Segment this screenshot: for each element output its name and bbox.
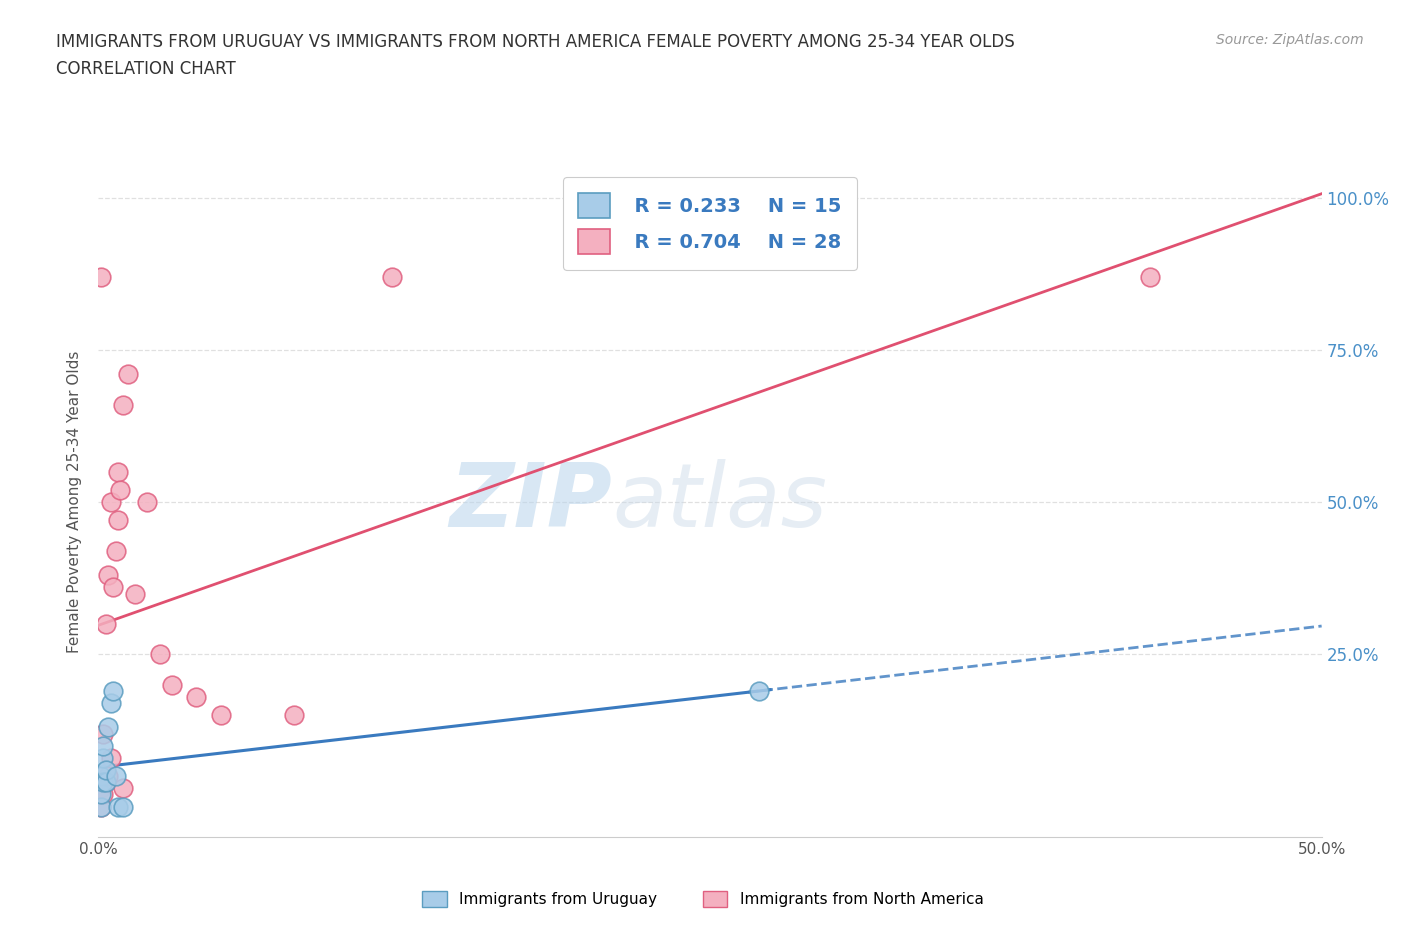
Point [107,513,129,528]
Text: Source: ZipAtlas.com: Source: ZipAtlas.com [1216,33,1364,46]
Legend:   R = 0.233    N = 15,   R = 0.704    N = 28: R = 0.233 N = 15, R = 0.704 N = 28 [562,177,858,270]
Point [90,787,112,802]
Point [111,799,134,814]
Point [117,367,139,382]
Point [91,751,114,765]
Point [90,781,112,796]
Point [149,647,172,662]
Point [94,763,117,777]
Point [107,799,129,814]
Text: CORRELATION CHART: CORRELATION CHART [56,60,236,78]
Point [91,738,114,753]
Point [91,787,114,802]
Point [91,775,114,790]
Point [111,397,134,412]
Point [100,696,122,711]
Point [1139,270,1161,285]
Point [91,726,114,741]
Point [104,769,127,784]
Point [90,799,112,814]
Point [90,270,112,285]
Point [283,708,305,723]
Point [90,799,112,814]
Point [111,781,134,796]
Point [97,720,120,735]
Point [107,464,129,479]
Point [110,483,132,498]
Text: atlas: atlas [612,459,827,545]
Point [94,617,117,631]
Point [90,769,112,784]
Point [160,677,183,692]
Point [124,586,146,601]
Point [97,568,120,583]
Y-axis label: Female Poverty Among 25-34 Year Olds: Female Poverty Among 25-34 Year Olds [67,351,83,654]
Legend: Immigrants from Uruguay, Immigrants from North America: Immigrants from Uruguay, Immigrants from… [416,884,990,913]
Point [209,708,232,723]
Point [100,495,122,510]
Point [104,543,127,558]
Text: IMMIGRANTS FROM URUGUAY VS IMMIGRANTS FROM NORTH AMERICA FEMALE POVERTY AMONG 25: IMMIGRANTS FROM URUGUAY VS IMMIGRANTS FR… [56,33,1015,50]
Point [97,769,120,784]
Point [100,751,122,765]
Text: ZIP: ZIP [450,458,612,546]
Point [101,684,124,698]
Point [381,270,404,285]
Point [94,775,117,790]
Point [101,580,124,595]
Point [136,495,159,510]
Point [94,775,117,790]
Point [186,689,208,704]
Point [748,684,770,698]
